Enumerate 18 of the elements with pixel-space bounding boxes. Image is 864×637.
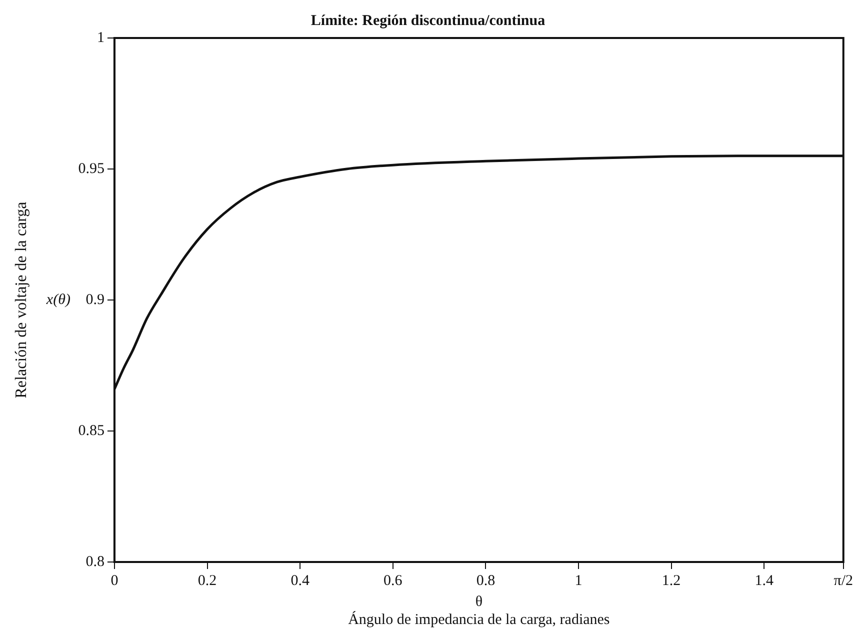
y-tick-label: 0.9 (86, 292, 104, 308)
x-tick-label: 1.4 (754, 572, 774, 589)
x-axis-title: θ Ángulo de impedancia de la carga, radianes (348, 594, 610, 628)
x-tick-label: 0.4 (290, 572, 310, 589)
x-tick-label: 0.6 (384, 572, 403, 589)
chart-title: Límite: Región discontinua/continua (310, 12, 546, 29)
x-tick-label: π/2 (834, 572, 854, 589)
text: x(θ) (45, 292, 70, 308)
x-tick-label: 0.2 (198, 572, 217, 589)
y-tick-label: 0.8 (86, 554, 104, 570)
x-tick-label: 0 (110, 572, 118, 589)
y-tick-label: 1 (96, 30, 104, 46)
y-axis-title: Relación de voltaje de la carga (12, 202, 30, 398)
x-tick-label: 0.8 (476, 572, 496, 589)
y-tick-label: 0.85 (78, 422, 104, 439)
y-tick-label: 0.95 (78, 160, 104, 177)
x-tick-label: 1 (574, 572, 582, 589)
x-tick-label: 1.2 (662, 572, 681, 589)
